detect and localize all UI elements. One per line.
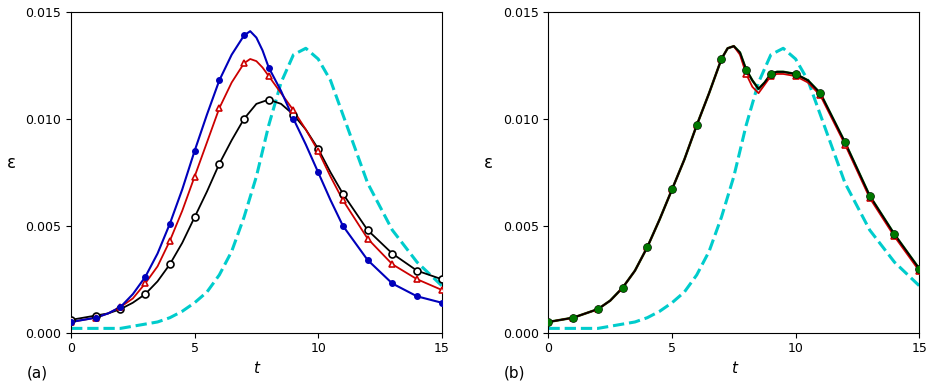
Y-axis label: ε: ε [485,154,493,172]
X-axis label: t: t [253,361,260,376]
Y-axis label: ε: ε [7,154,16,172]
Text: (b): (b) [504,366,526,381]
X-axis label: t: t [730,361,737,376]
Text: (a): (a) [26,366,48,381]
